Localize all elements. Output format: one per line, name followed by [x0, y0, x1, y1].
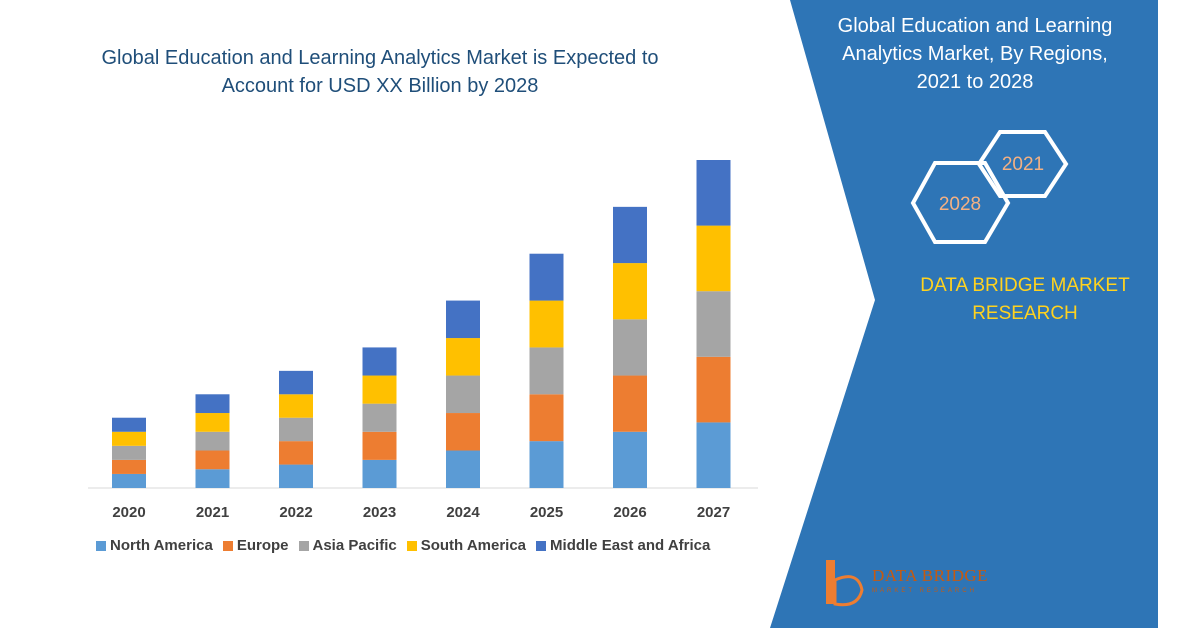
panel-title: Global Education and Learning Analytics …: [815, 12, 1135, 96]
bar-2027-asia-pacific: [696, 291, 731, 357]
x-tick-label-2023: 2023: [363, 504, 396, 521]
bar-2025-middle-east-and-africa: [529, 253, 564, 301]
legend-label: South America: [420, 537, 527, 554]
logo-name: DATA BRIDGE: [872, 566, 989, 585]
panel-title-line-3: 2021 to 2028: [916, 71, 1034, 93]
hexagon-2028: 2028: [910, 161, 1011, 244]
bar-2020-middle-east-and-africa: [112, 417, 146, 432]
bar-2024-north-america: [446, 450, 480, 488]
chart-title-line-1: Global Education and Learning Analytics …: [101, 47, 659, 69]
logo-tagline: MARKET RESEARCH: [872, 588, 977, 594]
x-tick-label-2027: 2027: [697, 504, 730, 521]
x-tick-label-2024: 2024: [446, 504, 480, 521]
bar-2020-europe: [112, 459, 146, 474]
bar-2027-north-america: [696, 422, 731, 488]
legend-label: North America: [110, 537, 213, 554]
bar-2022-north-america: [279, 464, 313, 488]
legend-item-middle-east-and-africa: Middle East and Africa: [536, 537, 710, 554]
bar-2024-middle-east-and-africa: [446, 300, 480, 339]
bar-2026-north-america: [613, 431, 647, 488]
bar-2025-north-america: [529, 441, 564, 488]
legend-swatch: [96, 540, 106, 551]
bar-2024-asia-pacific: [446, 375, 480, 414]
x-tick-label-2022: 2022: [279, 504, 312, 521]
x-tick-label-2021: 2021: [196, 504, 229, 521]
stacked-bar-chart: 2020 2021 2022 2023 2024 2025 2026 2027: [88, 160, 758, 521]
bar-2024-europe: [446, 413, 480, 451]
bar-2026-asia-pacific: [613, 319, 647, 376]
legend-label: Asia Pacific: [312, 537, 397, 554]
legend-item-asia-pacific: Asia Pacific: [298, 537, 397, 554]
bar-2023-north-america: [362, 459, 397, 488]
bar-2027-europe: [696, 356, 731, 423]
bar-2024-south-america: [446, 338, 480, 376]
bar-2022-asia-pacific: [279, 417, 313, 442]
bar-2025-europe: [529, 394, 564, 442]
bar-2021-europe: [195, 450, 230, 470]
chart-legend: North America Europe Asia Pacific South Ame…: [96, 537, 710, 554]
bar-2022-middle-east-and-africa: [279, 370, 313, 395]
bar-2025-asia-pacific: [529, 347, 564, 395]
legend-label: Europe: [236, 537, 289, 554]
bar-2022-south-america: [279, 394, 313, 418]
bar-2026-south-america: [613, 263, 647, 320]
legend-label: Middle East and Africa: [550, 537, 711, 554]
bar-2020-north-america: [112, 473, 146, 488]
brand-name-line-1: DATA BRIDGE MARKET: [920, 275, 1130, 296]
bar-2021-middle-east-and-africa: [195, 394, 230, 414]
bar-2027-middle-east-and-africa: [696, 160, 731, 226]
legend-swatch: [406, 540, 417, 551]
legend-item-south-america: South America: [406, 537, 527, 554]
bar-2021-asia-pacific: [195, 431, 230, 451]
bar-2027-south-america: [696, 225, 731, 292]
bar-2026-middle-east-and-africa: [613, 206, 647, 264]
hexagon-2021-label: 2021: [1002, 154, 1044, 175]
bar-2023-europe: [362, 431, 397, 460]
chart-title-line-2: Account for USD XX Billion by 2028: [221, 75, 539, 97]
bar-2021-north-america: [195, 469, 230, 488]
panel-title-line-2: Analytics Market, By Regions,: [842, 43, 1108, 65]
bar-2023-south-america: [362, 375, 397, 404]
legend-swatch: [298, 540, 309, 551]
chart-title: Global Education and Learning Analytics …: [60, 44, 700, 100]
bar-2023-middle-east-and-africa: [362, 347, 397, 376]
brand-name: DATA BRIDGE MARKET RESEARCH: [880, 272, 1170, 328]
hexagon-2028-label: 2028: [939, 194, 981, 215]
bar-2021-south-america: [195, 413, 230, 432]
data-bridge-logo-icon: [826, 560, 864, 607]
bar-2020-asia-pacific: [112, 445, 146, 460]
panel-title-line-1: Global Education and Learning: [837, 15, 1113, 37]
x-tick-label-2025: 2025: [530, 504, 563, 521]
brand-name-line-2: RESEARCH: [972, 303, 1078, 324]
bar-2026-europe: [613, 375, 647, 432]
bar-2020-south-america: [112, 431, 146, 446]
legend-item-north-america: North America: [96, 537, 213, 554]
legend-swatch: [222, 540, 233, 551]
bar-2022-europe: [279, 441, 313, 465]
x-tick-label-2026: 2026: [613, 504, 646, 521]
bar-2025-south-america: [529, 300, 564, 348]
legend-swatch: [536, 540, 547, 551]
bar-2023-asia-pacific: [362, 403, 397, 432]
x-tick-label-2020: 2020: [112, 504, 145, 521]
legend-item-europe: Europe: [222, 537, 289, 554]
